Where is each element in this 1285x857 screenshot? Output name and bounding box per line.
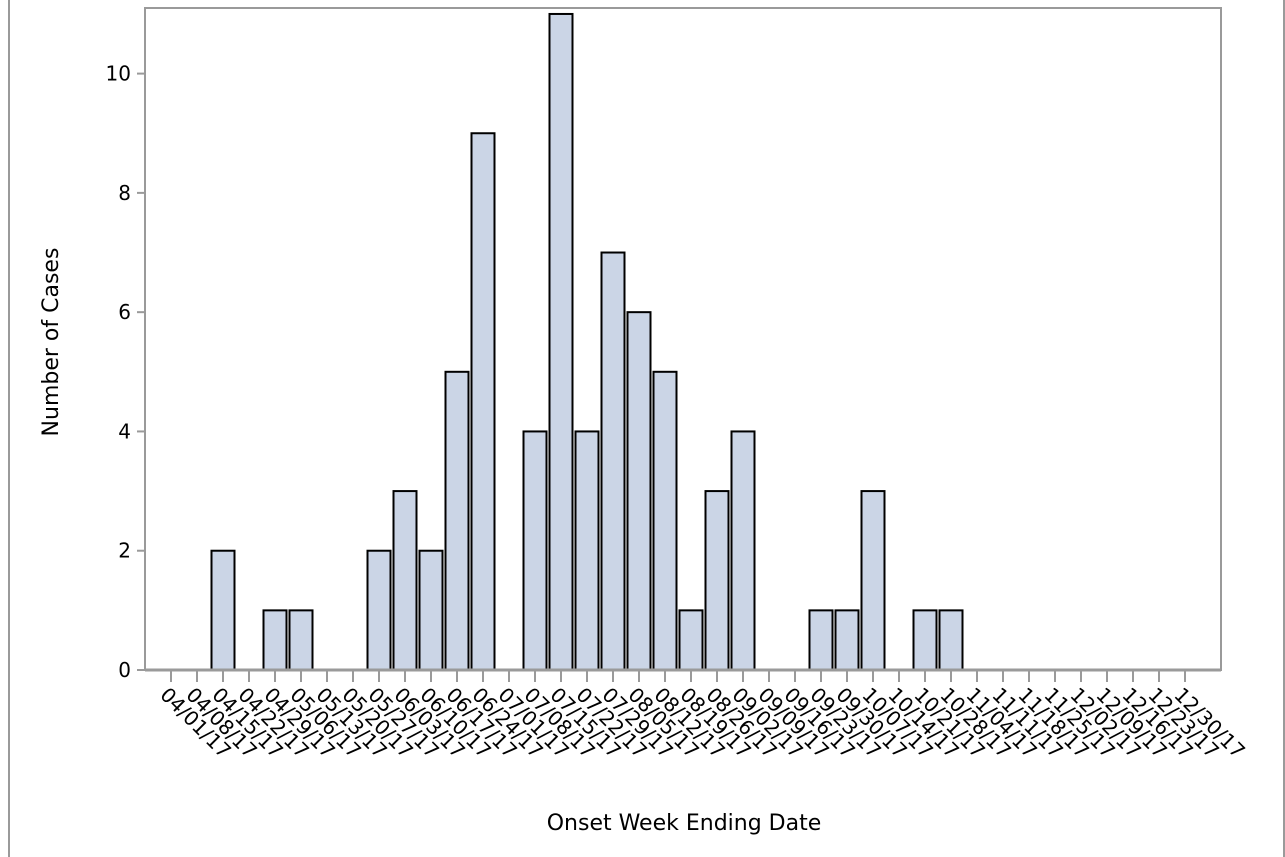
- y-tick-label: 4: [118, 419, 131, 443]
- y-axis-title: Number of Cases: [39, 248, 64, 437]
- bar-08/26/17: [706, 491, 729, 670]
- bar-08/19/17: [680, 610, 703, 670]
- bar-09/23/17: [810, 610, 833, 670]
- bar-07/15/17: [550, 14, 573, 670]
- bar-04/15/17: [212, 551, 235, 670]
- bar-06/03/17: [394, 491, 417, 670]
- bar-10/28/17: [940, 610, 963, 670]
- y-tick-label: 8: [118, 181, 131, 205]
- bar-06/24/17: [472, 133, 495, 670]
- bar-series: [212, 14, 963, 670]
- x-axis-title: Onset Week Ending Date: [547, 811, 822, 836]
- bar-07/29/17: [602, 253, 625, 670]
- bar-05/27/17: [368, 551, 391, 670]
- y-tick-label: 0: [118, 658, 131, 682]
- x-axis: 04/01/1704/08/1704/15/1704/22/1704/29/17…: [145, 670, 1250, 763]
- y-axis: 0 2 4 6 8 10: [106, 62, 145, 682]
- bar-07/08/17: [524, 431, 547, 670]
- y-tick-label: 2: [118, 539, 131, 563]
- y-tick-label: 6: [118, 300, 131, 324]
- bar-10/21/17: [914, 610, 937, 670]
- bar-09/30/17: [836, 610, 859, 670]
- y-tick-label: 10: [106, 62, 131, 86]
- bar-08/05/17: [628, 312, 651, 670]
- bar-06/17/17: [446, 372, 469, 670]
- plot-border: [145, 8, 1221, 670]
- bar-05/06/17: [290, 610, 313, 670]
- bar-07/22/17: [576, 431, 599, 670]
- bar-09/02/17: [732, 431, 755, 670]
- bar-04/29/17: [264, 610, 287, 670]
- bar-06/10/17: [420, 551, 443, 670]
- plot-area: [145, 8, 1221, 670]
- bar-08/12/17: [654, 372, 677, 670]
- bar-10/07/17: [862, 491, 885, 670]
